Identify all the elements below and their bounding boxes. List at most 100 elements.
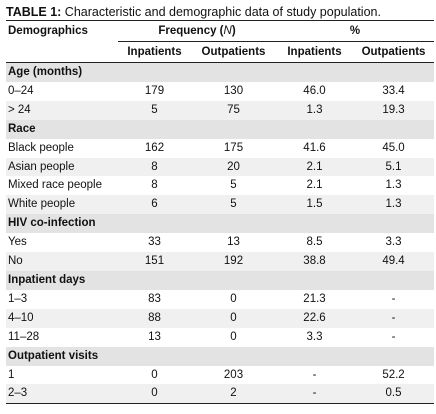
inpatients-percent: 1.5 <box>276 195 353 215</box>
table-container: TABLE 1: Characteristic and demographic … <box>6 0 435 405</box>
inpatients-percent: - <box>276 365 353 385</box>
outpatients-percent: 1.3 <box>353 195 435 215</box>
row-label: White people <box>6 195 118 215</box>
inpatients-percent: 38.8 <box>276 252 353 271</box>
outpatients-percent: 0.5 <box>353 384 435 405</box>
outpatients-count: 0 <box>191 327 276 347</box>
outpatients-count: 130 <box>191 81 276 101</box>
header-row-1: Demographics Frequency (N) % <box>6 20 435 42</box>
table-row: > 24 5 75 1.3 19.3 <box>6 100 435 120</box>
caption-text: Characteristic and demographic data of s… <box>61 5 381 19</box>
outpatients-percent: - <box>353 327 435 347</box>
inpatients-percent: - <box>276 384 353 405</box>
inpatients-count: 6 <box>118 195 191 215</box>
section-header-row: Outpatient visits <box>6 346 435 366</box>
inpatients-percent: 1.3 <box>276 100 353 120</box>
inpatients-count: 5 <box>118 100 191 120</box>
table-caption: TABLE 1: Characteristic and demographic … <box>6 4 434 20</box>
inpatients-count: 0 <box>118 384 191 405</box>
header-frequency: Frequency (N) <box>118 20 276 42</box>
header-percent: % <box>276 20 435 42</box>
row-label: 11–28 <box>6 327 118 347</box>
section-title: Inpatient days <box>6 270 435 290</box>
inpatients-percent: 8.5 <box>276 233 353 253</box>
inpatients-count: 8 <box>118 176 191 196</box>
outpatients-percent: - <box>353 289 435 309</box>
table-row: Yes 33 13 8.5 3.3 <box>6 233 435 253</box>
outpatients-percent: 33.4 <box>353 81 435 101</box>
row-label: 1 <box>6 365 118 385</box>
outpatients-count: 192 <box>191 252 276 271</box>
header-outpatients-n: Outpatients <box>191 41 276 63</box>
outpatients-count: 0 <box>191 289 276 309</box>
outpatients-count: 2 <box>191 384 276 405</box>
outpatients-percent: 52.2 <box>353 365 435 385</box>
row-label: 4–10 <box>6 308 118 328</box>
row-label: Black people <box>6 138 118 158</box>
inpatients-count: 179 <box>118 81 191 101</box>
outpatients-percent: 45.0 <box>353 138 435 158</box>
section-title: HIV co-infection <box>6 214 435 234</box>
inpatients-count: 83 <box>118 289 191 309</box>
section-title: Outpatient visits <box>6 346 435 366</box>
outpatients-percent: 19.3 <box>353 100 435 120</box>
inpatients-count: 162 <box>118 138 191 158</box>
row-label: Asian people <box>6 157 118 177</box>
outpatients-count: 5 <box>191 195 276 215</box>
row-label: No <box>6 252 118 271</box>
inpatients-count: 0 <box>118 365 191 385</box>
inpatients-count: 151 <box>118 252 191 271</box>
row-label: 0–24 <box>6 81 118 101</box>
outpatients-count: 0 <box>191 308 276 328</box>
row-label: 1–3 <box>6 289 118 309</box>
table-row: 1–3 83 0 21.3- <box>6 289 435 309</box>
inpatients-percent: 2.1 <box>276 176 353 196</box>
section-header-row: Inpatient days <box>6 270 435 290</box>
inpatients-percent: 22.6 <box>276 308 353 328</box>
inpatients-count: 33 <box>118 233 191 253</box>
section-header-row: Age (months) <box>6 62 435 82</box>
outpatients-count: 175 <box>191 138 276 158</box>
header-inpatients-n: Inpatients <box>118 41 191 63</box>
outpatients-count: 5 <box>191 176 276 196</box>
outpatients-count: 20 <box>191 157 276 177</box>
table-row: No 151 192 38.8 49.4 <box>6 252 435 271</box>
caption-label: TABLE 1: <box>6 5 62 19</box>
header-demographics: Demographics <box>6 20 118 42</box>
header-blank <box>6 41 118 63</box>
row-label: > 24 <box>6 100 118 120</box>
outpatients-count: 203 <box>191 365 276 385</box>
section-title: Race <box>6 119 435 139</box>
demographics-table: Demographics Frequency (N) % Inpatients … <box>6 20 435 405</box>
row-label: Yes <box>6 233 118 253</box>
outpatients-percent: - <box>353 308 435 328</box>
inpatients-count: 13 <box>118 327 191 347</box>
inpatients-percent: 21.3 <box>276 289 353 309</box>
table-row: Black people 162 175 41.6 45.0 <box>6 138 435 158</box>
inpatients-percent: 3.3 <box>276 327 353 347</box>
section-header-row: Race <box>6 119 435 139</box>
table-row: Asian people 8 20 2.1 5.1 <box>6 157 435 177</box>
table-row: White people 6 5 1.5 1.3 <box>6 195 435 215</box>
inpatients-count: 88 <box>118 308 191 328</box>
outpatients-percent: 3.3 <box>353 233 435 253</box>
outpatients-percent: 49.4 <box>353 252 435 271</box>
row-label: Mixed race people <box>6 176 118 196</box>
table-row: Mixed race people 8 5 2.1 1.3 <box>6 176 435 196</box>
table-row: 4–10 88 0 22.6- <box>6 308 435 328</box>
outpatients-count: 75 <box>191 100 276 120</box>
header-row-2: Inpatients Outpatients Inpatients Outpat… <box>6 41 435 63</box>
table-row: 0–24 179 130 46.0 33.4 <box>6 81 435 101</box>
table-row: 11–28 13 0 3.3- <box>6 327 435 347</box>
row-label: 2–3 <box>6 384 118 405</box>
outpatients-percent: 1.3 <box>353 176 435 196</box>
section-title: Age (months) <box>6 62 435 82</box>
inpatients-count: 8 <box>118 157 191 177</box>
table-body: Age (months) 0–24 179 130 46.0 33.4 > 24 5 75 1.3… <box>6 62 435 405</box>
header-outpatients-pct: Outpatients <box>353 41 435 63</box>
section-header-row: HIV co-infection <box>6 214 435 234</box>
outpatients-percent: 5.1 <box>353 157 435 177</box>
inpatients-percent: 2.1 <box>276 157 353 177</box>
header-inpatients-pct: Inpatients <box>276 41 353 63</box>
outpatients-count: 13 <box>191 233 276 253</box>
